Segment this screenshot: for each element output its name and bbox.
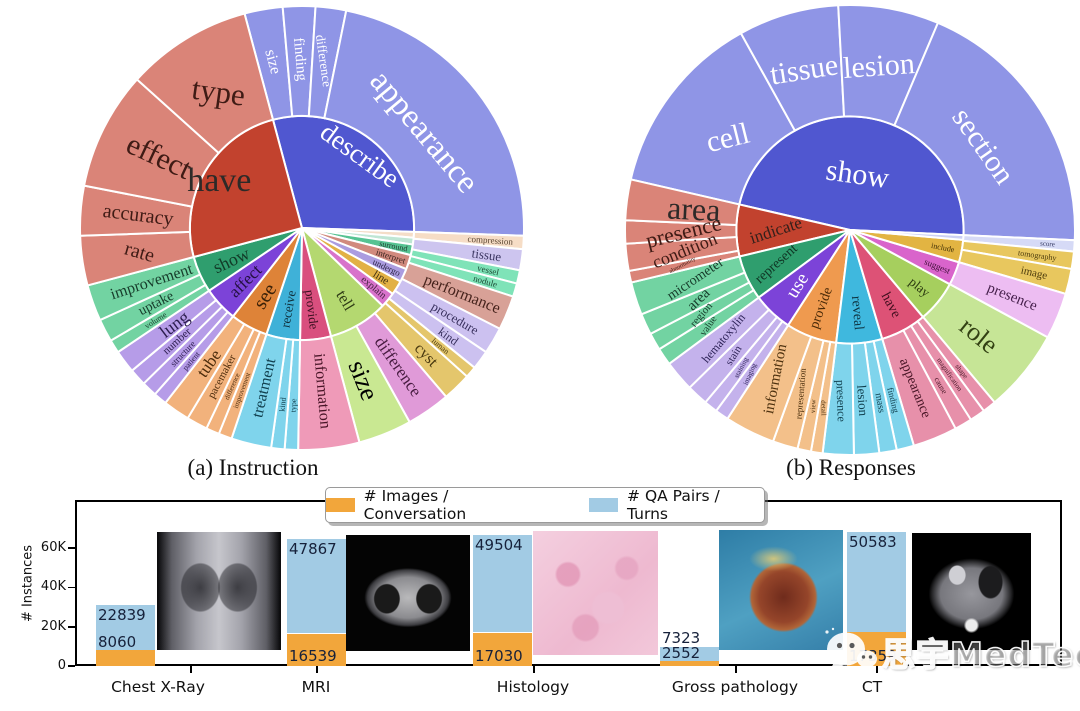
sunburst-label-presence: presence [833,380,848,422]
sunburst-label-have: have [187,162,251,199]
y-tick-mark [68,586,75,589]
sunburst-label-score: score [1040,239,1055,248]
bar-images-CT [847,532,906,632]
x-tick-mark [316,666,318,673]
legend-swatch-images [326,498,355,512]
y-tick-mark [68,625,75,628]
bar-value-qa-pairs: 22839 [98,606,146,625]
sunburst-label-kind: kind [277,397,287,412]
x-category-label: Histology [496,678,570,696]
sunburst-label-compression: compression [467,234,514,247]
legend: # Images / Conversation # QA Pairs / Tur… [325,487,765,523]
bar-qa-Histology [473,632,532,666]
bar-images-MRI [287,539,346,634]
sunburst-label-receive: receive [277,289,298,329]
y-tick-mark [68,547,75,549]
bar-value-qa-pairs: 7323 [662,628,701,647]
x-tick-mark [533,666,535,673]
bar-value-qa-pairs: 47867 [289,540,337,559]
caption-responses: (b) Responses [786,455,916,480]
sunburst-label-image: image [1020,264,1049,282]
y-tick-mark [68,665,75,667]
sunburst-wedge-appearance [323,9,525,237]
y-tick-label: 0 [57,658,66,673]
sunburst-label-vessel: vessel [476,263,500,278]
x-category-label: CT [861,678,883,696]
x-tick-mark [876,666,878,673]
sunburst-wedge-area [624,178,741,227]
gross-pathology-image [719,530,843,650]
x-tick-mark [190,666,192,673]
sunburst-wedge-type [135,12,275,155]
watermark-text: 思宇MedTech [881,634,1080,675]
sunburst-label-detail: detail [819,400,827,416]
sunburst-label-tissue: tissue [471,245,503,264]
bar-images-Histology [473,535,532,633]
sunburst-label-type: type [190,71,248,113]
sunburst-wedge-section [893,21,1076,242]
y-tick-label: 40K [40,579,66,595]
chest-xray-image [157,532,281,650]
bar-qa-Gross pathology [660,661,719,666]
y-tick-label: 20K [40,618,66,634]
bar-value-qa-pairs: 50583 [849,533,897,552]
sunburst-label-include: include [930,241,955,254]
sunburst-label-provide: provide [302,289,322,330]
mri-image [346,535,470,651]
bar-qa-MRI [287,633,346,666]
bar-value-qa-pairs: 49504 [475,536,523,555]
bar-value-images: 16539 [289,647,337,665]
sunburst-label-finding: finding [290,37,310,82]
sunburst-charts: describesurroundinterpretundergolineexpl… [79,4,1076,456]
x-category-label: Chest X-Ray [111,678,205,696]
caption-instruction: (a) Instruction [187,455,319,480]
bar-images-Chest X-Ray [96,605,155,651]
sunburst-label-mass: mass [873,392,887,414]
sunburst-label-representation: representation [793,367,807,419]
sunburst-label-lesion: lesion [842,47,916,85]
sunburst-label-size: size [261,48,284,76]
bar-images-Gross pathology [660,646,719,661]
sunburst-label-difference: difference [313,34,335,88]
sunburst-label-lesion: lesion [854,384,871,417]
x-tick-mark [735,666,737,673]
bar-value-images: 8060 [98,633,137,652]
sunburst-label-type: type [289,398,299,413]
bar-qa-Chest X-Ray [96,650,155,666]
watermark: 思宇MedTech [820,625,1080,679]
sunburst-label-information: information [310,353,334,430]
bar-value-images: 2552 [662,644,701,662]
legend-label-qa: # QA Pairs / Turns [627,487,720,523]
legend-swatch-qa [589,498,619,512]
x-category-label: Gross pathology [671,678,799,696]
sunburst-wedge-cell [629,31,797,206]
legend-label-images: # Images / Conversation [363,487,467,523]
sunburst-label-area: area [666,189,721,228]
histology-image [533,531,658,655]
bar-value-images: 17030 [475,647,523,665]
x-category-label: MRI [301,678,331,696]
wechat-icon [825,627,877,673]
ct-image [912,533,1031,650]
y-tick-label: 60K [40,540,66,555]
sunburst-label-view: view [809,398,818,413]
sunburst-label-reveal: reveal [848,295,866,330]
